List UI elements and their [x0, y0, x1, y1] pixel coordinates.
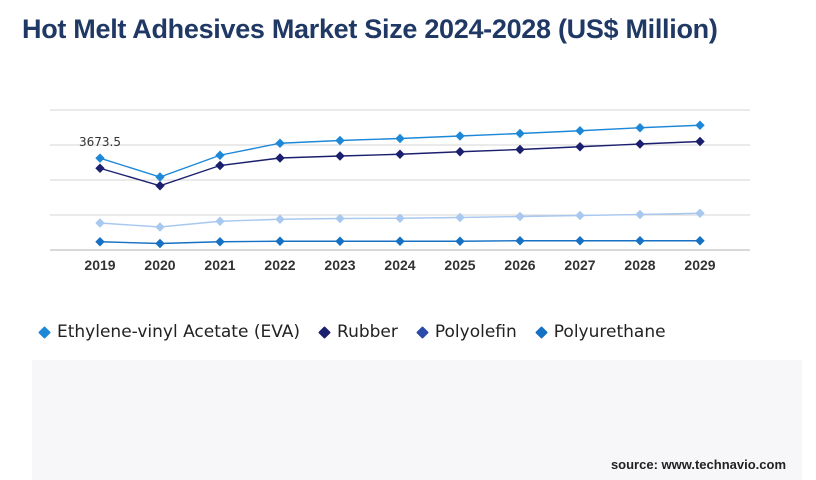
- x-tick-label: 2019: [84, 257, 115, 273]
- x-tick-label: 2022: [264, 257, 295, 273]
- data-point: [515, 144, 525, 155]
- legend-marker-icon: [416, 325, 429, 339]
- data-point: [575, 210, 585, 221]
- data-point: [455, 212, 465, 223]
- x-tick-label: 2020: [144, 257, 175, 273]
- data-point: [635, 236, 645, 246]
- data-point: [155, 181, 165, 191]
- legend-label: Rubber: [337, 322, 398, 342]
- x-tick-label: 2024: [384, 257, 415, 273]
- legend-item: Polyolefin: [416, 322, 517, 342]
- data-point: [335, 213, 345, 224]
- data-point: [215, 216, 225, 226]
- data-label: 3673.5: [79, 135, 121, 149]
- data-point: [695, 208, 705, 218]
- data-point: [95, 237, 105, 247]
- data-point: [515, 236, 525, 246]
- data-point: [95, 218, 105, 228]
- data-point: [155, 222, 165, 232]
- legend-label: Polyolefin: [434, 322, 517, 342]
- bottom-panel: [32, 360, 802, 480]
- series-line-rubber: [99, 140, 701, 187]
- x-tick-label: 2027: [564, 257, 595, 273]
- data-point: [395, 236, 405, 246]
- data-point: [275, 153, 285, 163]
- chart-title: Hot Melt Adhesives Market Size 2024-2028…: [22, 14, 718, 44]
- data-point: [635, 139, 645, 149]
- data-point: [575, 142, 585, 152]
- x-tick-label: 2029: [684, 257, 715, 273]
- data-point: [215, 237, 225, 247]
- data-point: [455, 147, 465, 157]
- legend: Ethylene-vinyl Acetate (EVA) Rubber Polyol…: [38, 322, 686, 342]
- data-point: [695, 236, 705, 246]
- legend-item: Polyurethane: [534, 322, 666, 342]
- line-chart: 2019 2020 2021 2022 2023 2024 2025 2026 2027 2028…: [50, 109, 750, 273]
- data-point: [95, 163, 105, 173]
- data-point: [335, 236, 345, 246]
- data-point: [215, 150, 225, 160]
- legend-marker-icon: [318, 325, 331, 339]
- data-point: [335, 151, 345, 161]
- data-point: [455, 236, 465, 246]
- data-point: [335, 135, 345, 146]
- data-point: [395, 213, 405, 223]
- data-point: [215, 160, 225, 171]
- data-point: [575, 236, 585, 246]
- data-point: [155, 172, 165, 182]
- data-point: [635, 209, 645, 220]
- data-point: [695, 120, 705, 130]
- x-tick-label: 2023: [324, 257, 355, 273]
- data-point: [515, 128, 525, 139]
- data-point: [635, 123, 645, 133]
- x-tick-label: 2028: [624, 257, 655, 273]
- legend-label: Polyurethane: [553, 322, 666, 342]
- data-point: [455, 131, 465, 141]
- legend-label: Ethylene-vinyl Acetate (EVA): [57, 322, 301, 342]
- legend-marker-icon: [534, 325, 548, 339]
- legend-item: Rubber: [318, 322, 398, 342]
- data-point: [275, 214, 285, 224]
- legend-item: Ethylene-vinyl Acetate (EVA): [38, 322, 301, 342]
- data-point: [155, 238, 165, 249]
- data-point: [395, 149, 405, 159]
- x-tick-label: 2025: [444, 257, 475, 273]
- data-point: [275, 138, 285, 148]
- data-point: [575, 126, 585, 136]
- source-note: source: www.technavio.com: [610, 457, 786, 472]
- data-point: [515, 211, 525, 222]
- data-point: [275, 236, 285, 246]
- x-tick-label: 2026: [504, 257, 535, 273]
- data-point: [95, 153, 105, 163]
- data-point: [695, 136, 705, 147]
- data-point: [395, 133, 405, 144]
- x-tick-label: 2021: [204, 257, 235, 273]
- legend-marker-icon: [38, 325, 51, 339]
